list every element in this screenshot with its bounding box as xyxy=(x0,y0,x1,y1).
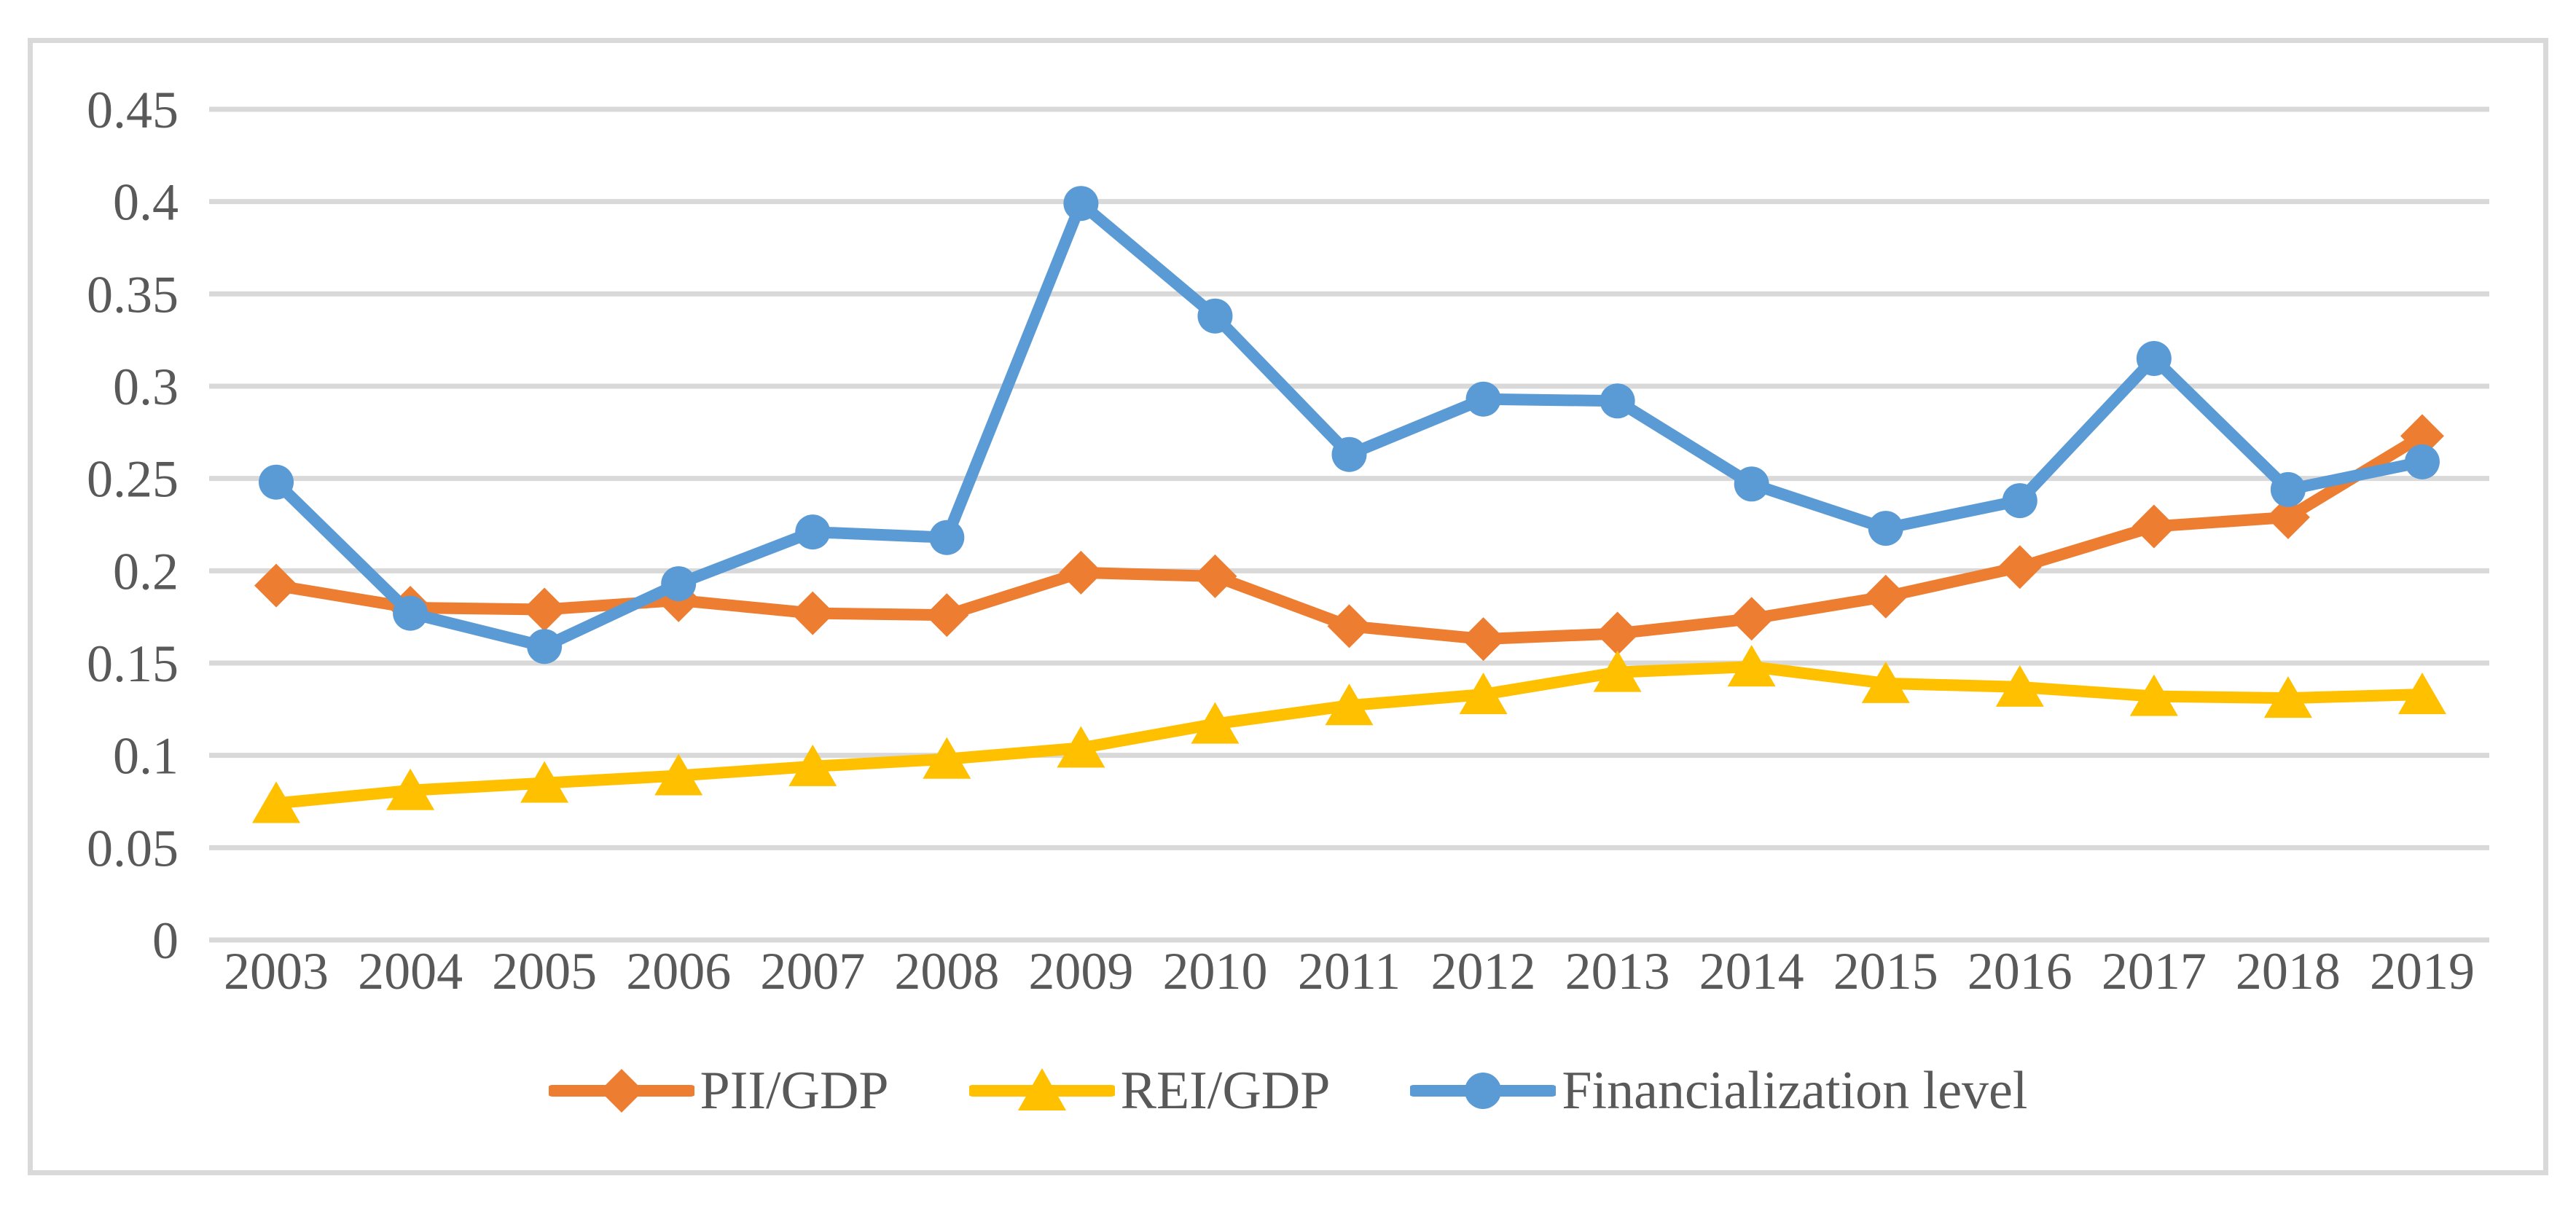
diamond-marker-icon xyxy=(2400,414,2444,458)
x-axis-tick-label: 2006 xyxy=(626,942,731,1000)
diamond-marker-icon xyxy=(2266,495,2310,539)
diamond-marker-icon xyxy=(791,591,835,635)
x-axis-tick-label: 2015 xyxy=(1833,942,1938,1000)
series-line-financialization-level xyxy=(270,197,2428,653)
triangle-marker-icon xyxy=(1191,702,1240,744)
circle-marker-icon xyxy=(527,629,563,665)
diamond-marker-icon xyxy=(1863,574,1908,619)
triangle-marker-icon xyxy=(1995,665,2044,707)
x-axis-tick-label: 2009 xyxy=(1028,942,1133,1000)
diamond-marker-icon xyxy=(1327,604,1371,648)
x-axis-tick-label: 2017 xyxy=(2102,942,2207,1000)
triangle-marker-icon xyxy=(2397,673,2446,715)
x-axis-tick-label: 2008 xyxy=(894,942,999,1000)
y-axis-tick-label: 0.45 xyxy=(87,81,179,139)
circle-marker-icon xyxy=(2270,471,2306,507)
triangle-marker-icon xyxy=(1057,726,1105,768)
circle-marker-icon xyxy=(661,566,697,602)
y-axis-tick-label: 0.25 xyxy=(87,450,179,509)
triangle-marker-icon xyxy=(1325,683,1374,726)
y-axis-tick-label: 0.3 xyxy=(113,358,179,416)
x-axis-tick-label: 2010 xyxy=(1162,942,1267,1000)
x-axis-tick-label: 2003 xyxy=(224,942,329,1000)
triangle-marker-icon xyxy=(1861,661,1910,703)
diamond-marker-icon xyxy=(1595,611,1640,656)
y-axis-tick-label: 0.05 xyxy=(87,819,179,877)
triangle-marker-icon xyxy=(788,744,837,786)
triangle-marker-icon xyxy=(252,781,301,823)
diamond-marker-icon xyxy=(1997,545,2042,589)
y-axis-tick-label: 0.1 xyxy=(113,727,179,785)
circle-marker-icon xyxy=(2136,341,2172,376)
triangle-marker-icon xyxy=(386,768,435,810)
circle-marker-icon xyxy=(929,520,965,555)
triangle-marker-icon xyxy=(1593,650,1642,692)
triangle-marker-icon xyxy=(1459,673,1508,715)
diamond-marker-icon xyxy=(1729,597,1774,641)
y-axis-tick-label: 0.35 xyxy=(87,265,179,324)
triangle-marker-icon xyxy=(923,737,971,779)
y-axis-tick-label: 0.15 xyxy=(87,635,179,693)
diamond-marker-icon xyxy=(1059,550,1103,595)
circle-marker-icon xyxy=(1063,186,1099,222)
x-axis-tick-label: 2007 xyxy=(760,942,865,1000)
diamond-marker-icon xyxy=(522,587,567,632)
x-axis-tick-label: 2013 xyxy=(1565,942,1670,1000)
triangle-marker-icon xyxy=(520,761,569,803)
x-axis-tick-label: 2019 xyxy=(2370,942,2475,1000)
y-axis-tick-label: 0 xyxy=(152,912,179,970)
x-axis-tick-label: 2011 xyxy=(1298,942,1401,1000)
diamond-marker-icon xyxy=(254,563,299,608)
diamond-marker-icon xyxy=(1461,617,1506,662)
circle-marker-icon xyxy=(1465,381,1501,417)
diamond-marker-icon xyxy=(1193,554,1237,598)
circle-marker-icon xyxy=(1197,298,1233,334)
circle-marker-icon xyxy=(1331,436,1367,472)
y-axis-tick-label: 0.2 xyxy=(113,542,179,600)
x-axis-tick-label: 2004 xyxy=(358,942,463,1000)
triangle-marker-icon xyxy=(654,753,703,796)
x-axis-tick-label: 2018 xyxy=(2236,942,2341,1000)
diamond-marker-icon xyxy=(925,593,969,638)
circle-marker-icon xyxy=(259,464,294,500)
triangle-marker-icon xyxy=(2263,676,2312,718)
circle-marker-icon xyxy=(795,514,831,550)
y-axis-tick-label: 0.4 xyxy=(113,173,179,232)
circle-marker-icon xyxy=(2002,483,2037,519)
triangle-marker-icon xyxy=(2129,674,2178,716)
circle-marker-icon xyxy=(393,595,428,631)
circle-marker-icon xyxy=(1868,511,1903,546)
x-axis-tick-label: 2014 xyxy=(1699,942,1804,1000)
x-axis-tick-label: 2012 xyxy=(1431,942,1536,1000)
circle-marker-icon xyxy=(2404,444,2440,479)
x-axis-tick-label: 2005 xyxy=(492,942,597,1000)
circle-marker-icon xyxy=(1734,466,1769,502)
circle-marker-icon xyxy=(1600,383,1635,419)
diamond-marker-icon xyxy=(2131,504,2176,549)
triangle-marker-icon xyxy=(1727,645,1776,687)
x-axis-tick-label: 2016 xyxy=(1968,942,2072,1000)
